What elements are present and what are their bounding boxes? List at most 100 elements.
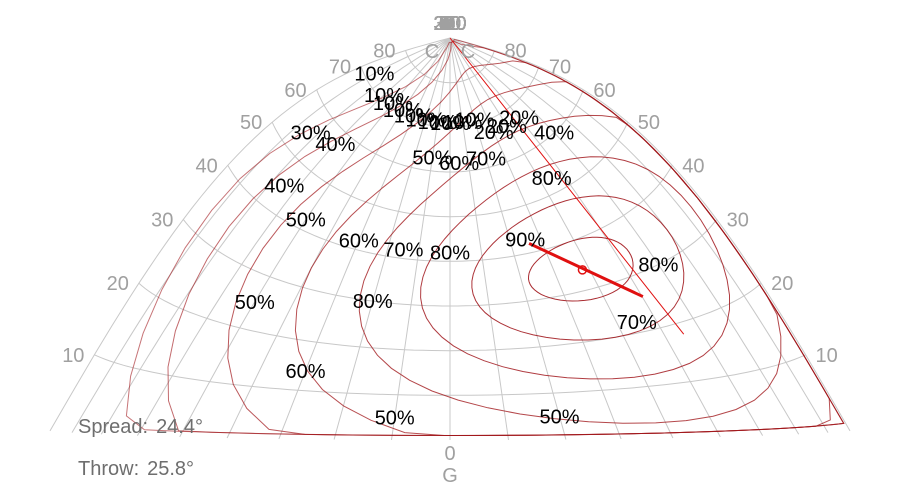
contour-label: 60% <box>286 361 326 383</box>
c-grid-line <box>449 37 800 435</box>
gamma-tick-label-right: 10 <box>816 345 838 367</box>
contour-label: 10% <box>454 110 494 132</box>
gamma-tick-label-left: 10 <box>62 345 84 367</box>
gamma-tick-label-right: 20 <box>771 273 793 295</box>
c-tick-label: 0 <box>444 13 455 35</box>
c-tick-label: 30 <box>439 13 461 35</box>
throw-label: Throw: <box>78 458 140 480</box>
contour-label: 10% <box>373 93 413 115</box>
gamma-axis-label: G <box>442 465 458 487</box>
c-tick-label: 270 <box>433 13 466 35</box>
c-grid-line <box>278 37 451 440</box>
isocandela-contour <box>227 60 845 437</box>
contour-label: 70% <box>466 149 506 171</box>
c-edge-label-left: C <box>425 41 439 63</box>
gamma-tick-label-right: 80 <box>504 41 526 63</box>
c-tick-label: 70 <box>439 13 461 35</box>
contour-label: 50% <box>539 406 579 428</box>
c-grid-line <box>449 37 622 440</box>
c-plane-ticks: 2702802903003103203303403500102030405060… <box>425 13 475 63</box>
gamma-tick-label-left: 20 <box>107 273 129 295</box>
isocandela-contour <box>358 114 782 424</box>
contour-label: 10% <box>442 112 482 134</box>
gamma-tick-label-left: 70 <box>329 57 351 79</box>
gamma-tick-label-right: 60 <box>593 80 615 102</box>
gamma-tick-label-left: 60 <box>284 80 306 102</box>
contour-label: 50% <box>235 292 275 314</box>
contour-label: 80% <box>638 255 678 277</box>
throw-readout: Throw: 25.8° <box>78 458 194 481</box>
c-tick-label: 330 <box>433 13 466 35</box>
contour-label: 70% <box>617 312 657 334</box>
c-tick-label: 340 <box>433 13 466 35</box>
contour-label: 10% <box>354 63 394 85</box>
c-grid-line <box>226 37 451 439</box>
gamma-tick-label-left: 80 <box>373 41 395 63</box>
c-tick-label: 40 <box>439 13 461 35</box>
c-tick-label: 50 <box>439 13 461 35</box>
contour-layer <box>125 38 845 437</box>
c-grid-line <box>136 37 451 436</box>
c-tick-label: 20 <box>439 13 461 35</box>
spread-value: 24.4° <box>156 416 203 438</box>
contour-label: 50% <box>412 148 452 170</box>
c-tick-label: 90 <box>439 13 461 35</box>
gamma-grid-line <box>405 50 495 84</box>
gamma-tick-label-left: 50 <box>240 112 262 134</box>
c-tick-label: 280 <box>433 13 466 35</box>
contour-label: 40% <box>264 175 304 197</box>
c-tick-label: 300 <box>433 13 466 35</box>
contour-label: 10% <box>383 100 423 122</box>
c-grid-line <box>179 37 451 438</box>
isocandela-contour <box>294 81 831 436</box>
contour-label: 90% <box>505 229 545 251</box>
c-tick-label: 80 <box>439 13 461 35</box>
c-grid-line <box>391 37 451 440</box>
contour-label: 60% <box>339 230 379 252</box>
c-tick-label: 60 <box>439 13 461 35</box>
contour-label: 50% <box>286 210 326 232</box>
gamma-tick-label-right: 40 <box>682 155 704 177</box>
gamma-tick-label-right: 50 <box>638 112 660 134</box>
contour-label: 20% <box>487 116 527 138</box>
contour-label: 60% <box>439 153 479 175</box>
contour-label: 80% <box>430 242 470 264</box>
beam-center-marker <box>577 265 588 275</box>
grid-layer <box>49 37 851 440</box>
gamma-grid-line <box>316 89 584 173</box>
contour-label: 10% <box>364 85 404 107</box>
contour-label: 70% <box>383 239 423 261</box>
isocandela-contour <box>125 38 845 437</box>
spread-label: Spread: <box>78 416 149 438</box>
c-tick-label: 310 <box>433 13 466 35</box>
contour-label: 10% <box>418 112 458 134</box>
c-tick-label: 10 <box>439 13 461 35</box>
contour-label: 10% <box>394 106 434 128</box>
contour-label: 20% <box>474 122 514 144</box>
gamma-grid-line <box>138 282 762 352</box>
isocandela-contour <box>420 156 730 380</box>
c-grid-line <box>449 37 567 440</box>
gamma-grid-line <box>271 121 629 218</box>
gamma-tick-label-right: 70 <box>549 57 571 79</box>
contour-label: 80% <box>532 168 572 190</box>
c-edge-label-right: C <box>461 41 475 63</box>
gamma-tick-label-left: 30 <box>151 209 173 231</box>
contour-label: 30% <box>291 123 331 145</box>
c-tick-label: 290 <box>433 13 466 35</box>
beam-axis-line <box>449 37 685 335</box>
contour-label: 50% <box>375 407 415 429</box>
contour-label: 20% <box>499 108 539 130</box>
gamma-tick-label-right: 30 <box>727 209 749 231</box>
gamma-grid-line <box>182 219 718 307</box>
beam-layer <box>449 37 685 335</box>
c-tick-label: 320 <box>433 13 466 35</box>
contour-labels: 10%10%10%10%10%10%10%10%10%10%20%20%20%3… <box>235 63 679 429</box>
c-grid-line <box>449 37 764 436</box>
c-grid-line <box>449 37 721 438</box>
contour-label: 40% <box>315 134 355 156</box>
c-grid-line <box>449 37 674 439</box>
contour-label: 40% <box>534 123 574 145</box>
